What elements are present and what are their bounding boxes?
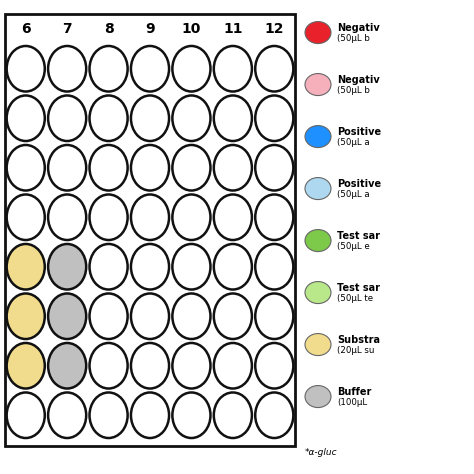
FancyBboxPatch shape	[5, 14, 295, 446]
Ellipse shape	[255, 293, 293, 339]
Ellipse shape	[255, 343, 293, 389]
Ellipse shape	[305, 385, 331, 408]
Ellipse shape	[131, 95, 169, 141]
Ellipse shape	[214, 343, 252, 389]
Ellipse shape	[131, 145, 169, 191]
Text: (20μL su: (20μL su	[337, 346, 374, 355]
Text: Buffer: Buffer	[337, 387, 371, 397]
Ellipse shape	[7, 194, 45, 240]
Text: 10: 10	[182, 22, 201, 36]
Ellipse shape	[48, 95, 86, 141]
Ellipse shape	[255, 145, 293, 191]
Text: 12: 12	[264, 22, 284, 36]
Text: 8: 8	[104, 22, 113, 36]
Ellipse shape	[173, 46, 210, 91]
Ellipse shape	[305, 21, 331, 44]
Ellipse shape	[131, 46, 169, 91]
Text: Test sar: Test sar	[337, 283, 380, 292]
Text: 7: 7	[62, 22, 72, 36]
Ellipse shape	[90, 194, 128, 240]
Ellipse shape	[214, 46, 252, 91]
Ellipse shape	[7, 392, 45, 438]
Ellipse shape	[48, 145, 86, 191]
Ellipse shape	[255, 46, 293, 91]
Ellipse shape	[90, 343, 128, 389]
Text: (50μL b: (50μL b	[337, 86, 370, 95]
Ellipse shape	[90, 293, 128, 339]
Ellipse shape	[255, 95, 293, 141]
Ellipse shape	[173, 95, 210, 141]
Text: (100μL: (100μL	[337, 398, 367, 407]
Text: (50μL te: (50μL te	[337, 294, 373, 303]
Ellipse shape	[7, 244, 45, 290]
Ellipse shape	[131, 194, 169, 240]
Ellipse shape	[173, 145, 210, 191]
Ellipse shape	[214, 392, 252, 438]
Ellipse shape	[90, 95, 128, 141]
Ellipse shape	[173, 293, 210, 339]
Ellipse shape	[305, 229, 331, 252]
Ellipse shape	[90, 392, 128, 438]
Text: *α-gluc: *α-gluc	[305, 448, 337, 457]
Ellipse shape	[214, 194, 252, 240]
Text: (50μL a: (50μL a	[337, 138, 370, 147]
Ellipse shape	[7, 343, 45, 389]
Ellipse shape	[7, 95, 45, 141]
Ellipse shape	[305, 178, 331, 200]
Text: (50μL e: (50μL e	[337, 242, 370, 251]
Ellipse shape	[214, 244, 252, 290]
Ellipse shape	[173, 244, 210, 290]
Ellipse shape	[214, 145, 252, 191]
Text: 6: 6	[21, 22, 30, 36]
Ellipse shape	[7, 293, 45, 339]
Ellipse shape	[48, 194, 86, 240]
Text: Test sar: Test sar	[337, 230, 380, 241]
Text: 11: 11	[223, 22, 243, 36]
Ellipse shape	[48, 244, 86, 290]
Ellipse shape	[131, 343, 169, 389]
Ellipse shape	[7, 145, 45, 191]
Ellipse shape	[90, 46, 128, 91]
Ellipse shape	[90, 244, 128, 290]
Ellipse shape	[305, 282, 331, 303]
Ellipse shape	[131, 392, 169, 438]
Text: Positive: Positive	[337, 127, 381, 137]
Text: Positive: Positive	[337, 179, 381, 189]
Ellipse shape	[173, 194, 210, 240]
Ellipse shape	[214, 95, 252, 141]
Ellipse shape	[255, 244, 293, 290]
Ellipse shape	[48, 293, 86, 339]
Text: Negativ: Negativ	[337, 23, 380, 33]
Ellipse shape	[48, 392, 86, 438]
Text: 9: 9	[145, 22, 155, 36]
Ellipse shape	[255, 194, 293, 240]
Ellipse shape	[173, 343, 210, 389]
Text: Negativ: Negativ	[337, 74, 380, 84]
Ellipse shape	[305, 334, 331, 356]
Ellipse shape	[131, 244, 169, 290]
Ellipse shape	[255, 392, 293, 438]
Text: (50μL a: (50μL a	[337, 190, 370, 199]
Ellipse shape	[7, 46, 45, 91]
Ellipse shape	[48, 343, 86, 389]
Ellipse shape	[48, 46, 86, 91]
Ellipse shape	[90, 145, 128, 191]
Ellipse shape	[214, 293, 252, 339]
Ellipse shape	[305, 73, 331, 96]
Ellipse shape	[131, 293, 169, 339]
Ellipse shape	[305, 126, 331, 147]
Text: (50μL b: (50μL b	[337, 34, 370, 43]
Ellipse shape	[173, 392, 210, 438]
Text: Substra: Substra	[337, 335, 380, 345]
